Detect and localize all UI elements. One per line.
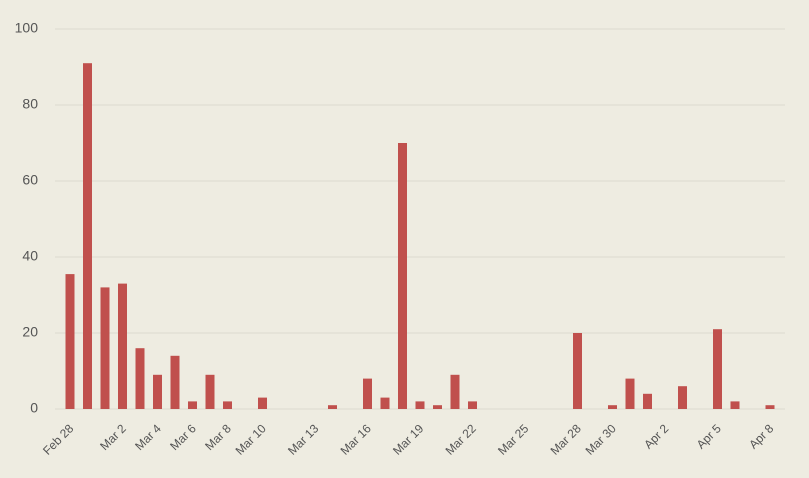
bar: [608, 405, 617, 409]
y-tick-label: 100: [15, 20, 39, 36]
bar: [135, 348, 145, 409]
x-tick-label: Apr 2: [641, 421, 671, 451]
bar: [713, 329, 722, 409]
y-tick-label: 60: [22, 172, 38, 188]
bar: [450, 374, 460, 409]
bar: [205, 374, 215, 409]
bar: [65, 274, 75, 409]
x-tick-label: Apr 8: [746, 421, 776, 451]
x-tick-label: Mar 2: [97, 421, 129, 453]
bar: [730, 401, 740, 409]
bar: [363, 378, 372, 409]
x-tick-label: Mar 8: [202, 421, 234, 453]
x-tick-label: Mar 22: [443, 421, 480, 458]
bar: [643, 393, 652, 409]
bar: [170, 355, 180, 409]
x-tick-label: Mar 19: [390, 421, 427, 458]
bar: [468, 401, 477, 409]
bar: [258, 397, 267, 409]
bar: [153, 374, 162, 409]
x-tick-label: Mar 28: [548, 421, 585, 458]
bar: [223, 401, 232, 409]
x-tick-label: Mar 13: [285, 421, 322, 458]
x-tick-label: Mar 10: [233, 421, 270, 458]
y-tick-label: 80: [22, 96, 38, 112]
bar: [625, 378, 635, 409]
bar: [573, 333, 582, 409]
x-tick-label: Mar 16: [338, 421, 375, 458]
bar: [328, 405, 337, 409]
x-tick-label: Feb 28: [40, 421, 77, 458]
bar: [433, 405, 442, 409]
y-tick-label: 0: [30, 400, 38, 416]
x-tick-label: Apr 5: [694, 421, 724, 451]
bar: [188, 401, 197, 409]
y-tick-label: 20: [22, 324, 38, 340]
bar: [118, 283, 127, 409]
bar: [100, 287, 110, 409]
bar: [380, 397, 390, 409]
y-tick-label: 40: [22, 248, 38, 264]
bar: [678, 386, 687, 409]
x-tick-label: Mar 6: [167, 421, 199, 453]
bar: [83, 63, 92, 409]
x-tick-label: Mar 4: [132, 421, 164, 453]
bar: [398, 143, 407, 409]
bar: [415, 401, 425, 409]
bar: [765, 405, 775, 409]
x-tick-label: Mar 30: [583, 421, 620, 458]
x-tick-label: Mar 25: [495, 421, 532, 458]
